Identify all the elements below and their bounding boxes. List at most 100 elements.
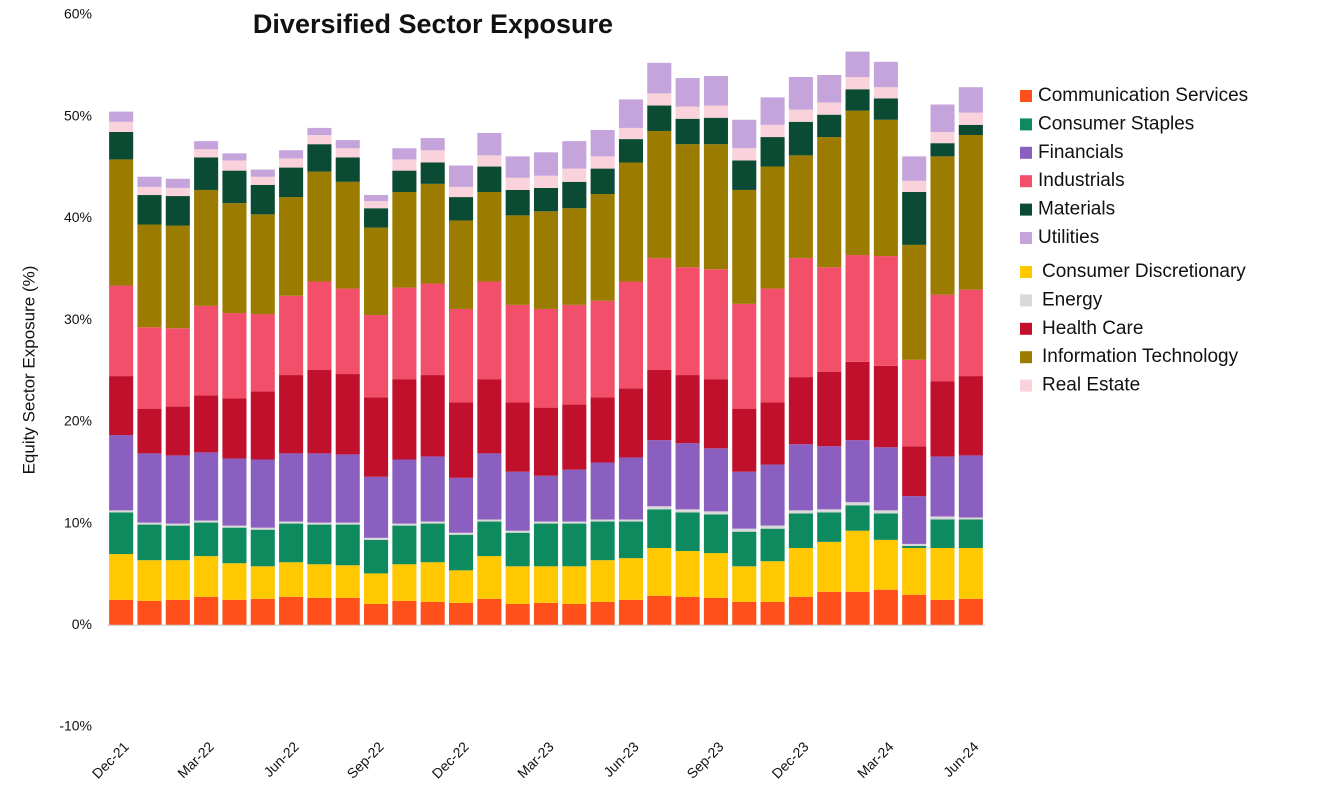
- y-axis-label: Equity Sector Exposure (%): [19, 266, 38, 475]
- bar-segment: [647, 258, 672, 370]
- bar-segment: [222, 599, 247, 626]
- bar-segment: [420, 138, 445, 151]
- bar-segment: [194, 452, 219, 521]
- bar-segment: [618, 519, 644, 522]
- legend-label: Utilities: [1038, 227, 1099, 248]
- bar-segment: [307, 369, 332, 454]
- bar-segment: [760, 166, 785, 289]
- bar-segment: [250, 391, 275, 460]
- bar-segment: [505, 566, 530, 604]
- bar-segment: [250, 598, 275, 626]
- bar-segment: [760, 402, 785, 465]
- bar-segment: [505, 471, 530, 531]
- bar-segment: [562, 566, 587, 604]
- bar-segment: [420, 183, 445, 284]
- bar-segment: [279, 523, 304, 563]
- bar-segment: [420, 456, 445, 522]
- bar-segment: [817, 372, 842, 447]
- bar-segment: [817, 114, 842, 138]
- bar-segment: [279, 197, 304, 296]
- bar-segment: [137, 176, 162, 187]
- bar-segment: [760, 288, 785, 403]
- bar-segment: [562, 168, 587, 182]
- bar-segment: [307, 453, 332, 523]
- bar-segment: [194, 596, 219, 626]
- bar-segment: [817, 102, 842, 115]
- bar-segment: [420, 283, 445, 376]
- bar-segment: [194, 157, 219, 190]
- bar-segment: [958, 87, 983, 113]
- bar-segment: [590, 397, 615, 463]
- y-tick-label: -10%: [59, 718, 92, 734]
- bar-segment: [618, 457, 644, 520]
- bar-segment: [788, 547, 813, 597]
- bar-segment: [675, 106, 700, 119]
- bar-segment: [873, 119, 898, 257]
- bar-segment: [760, 528, 785, 562]
- bar-segment: [109, 435, 134, 511]
- bar-segment: [194, 520, 219, 523]
- bar-segment: [958, 135, 983, 290]
- bar-segment: [109, 285, 134, 377]
- bar-segment: [930, 599, 955, 626]
- bar-segment: [732, 119, 757, 149]
- bar-segment: [165, 525, 190, 561]
- bar-segment: [703, 379, 728, 449]
- bar-segment: [420, 150, 445, 163]
- bar-segment: [788, 258, 813, 378]
- bar-segment: [930, 131, 955, 144]
- bar-segment: [109, 510, 134, 513]
- bar-segment: [392, 600, 417, 626]
- bar-segment: [505, 532, 530, 567]
- bar-segment: [930, 104, 955, 132]
- bar-segment: [788, 121, 813, 156]
- bar-segment: [165, 455, 190, 524]
- bar-segment: [137, 186, 162, 196]
- bar-segment: [760, 601, 785, 626]
- bar-segment: [279, 295, 304, 376]
- bar-segment: [562, 404, 587, 470]
- bar-segment: [590, 519, 615, 522]
- bar-segment: [590, 601, 615, 626]
- bar-segment: [760, 124, 785, 138]
- bar-segment: [448, 308, 474, 403]
- bar-segment: [505, 215, 530, 305]
- bar-segment: [647, 509, 672, 548]
- x-tick-label: Dec-21: [89, 738, 132, 781]
- bar-segment: [732, 471, 757, 529]
- bar-segment: [958, 376, 983, 456]
- bar-segment: [477, 598, 502, 626]
- bar-segment: [477, 132, 502, 156]
- bar-segment: [448, 602, 474, 626]
- bar-segment: [448, 220, 474, 309]
- bar-segment: [703, 511, 728, 515]
- bar-segment: [194, 395, 219, 453]
- bar-segment: [533, 187, 559, 212]
- bar-segment: [364, 195, 389, 202]
- bar-segment: [392, 564, 417, 601]
- bar-segment: [477, 519, 502, 522]
- bar-segment: [703, 269, 728, 380]
- bar-segment: [902, 594, 927, 626]
- bar-segment: [250, 184, 275, 215]
- bar-segment: [647, 595, 672, 626]
- bar-segment: [930, 381, 955, 457]
- bar-segment: [618, 127, 644, 140]
- bar-segment: [137, 327, 162, 409]
- bar-segment: [788, 513, 813, 548]
- bar-segment: [165, 599, 190, 626]
- legend-label: Materials: [1038, 199, 1115, 220]
- bar-segment: [845, 110, 870, 256]
- y-tick-label: 50%: [64, 107, 92, 123]
- x-tick-label: Jun-22: [260, 738, 302, 780]
- bar-segment: [845, 505, 870, 531]
- bar-segment: [505, 304, 530, 403]
- bar-segment: [873, 61, 898, 88]
- bar-segment: [505, 530, 530, 533]
- bar-segment: [448, 197, 474, 221]
- bar-segment: [647, 93, 672, 106]
- x-tick-label: Dec-23: [768, 738, 811, 781]
- x-tick-label: Dec-22: [429, 738, 472, 781]
- bar-segment: [958, 455, 983, 518]
